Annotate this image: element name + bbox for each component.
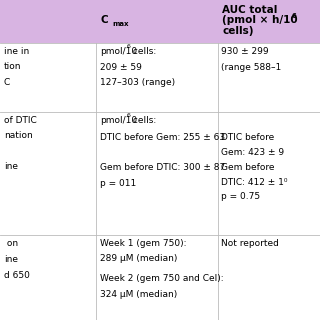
Text: Gem before DTIC: 300 ± 87: Gem before DTIC: 300 ± 87 <box>100 163 225 172</box>
Text: (pmol × h/10: (pmol × h/10 <box>222 15 298 25</box>
Text: DTIC before Gem: 255 ± 63: DTIC before Gem: 255 ± 63 <box>100 133 225 142</box>
Text: Week 1 (gem 750):: Week 1 (gem 750): <box>100 239 186 248</box>
Text: DTIC before: DTIC before <box>221 133 275 142</box>
Text: 930 ± 299: 930 ± 299 <box>221 47 269 56</box>
Text: 6: 6 <box>292 13 297 19</box>
Text: p = 0.75: p = 0.75 <box>221 192 260 201</box>
Text: ine: ine <box>4 162 18 171</box>
Text: 6: 6 <box>126 44 130 49</box>
Text: p = 011: p = 011 <box>100 179 136 188</box>
Text: (range 588–1: (range 588–1 <box>221 63 282 72</box>
Bar <box>0 0 320 43</box>
Text: 209 ± 59: 209 ± 59 <box>100 63 142 72</box>
Text: cells): cells) <box>222 26 254 36</box>
Text: 289 μM (median): 289 μM (median) <box>100 254 177 263</box>
Text: pmol/10: pmol/10 <box>100 47 137 56</box>
Text: cells:: cells: <box>130 47 156 56</box>
Bar <box>0 235 320 320</box>
Text: nation: nation <box>4 131 33 140</box>
Text: tion: tion <box>4 62 21 71</box>
Bar <box>0 112 320 235</box>
Text: max: max <box>113 21 129 27</box>
Text: on: on <box>4 239 18 248</box>
Text: AUC total: AUC total <box>222 5 278 15</box>
Text: 324 μM (median): 324 μM (median) <box>100 290 177 299</box>
Text: Gem before: Gem before <box>221 163 275 172</box>
Bar <box>0 43 320 112</box>
Text: pmol/10: pmol/10 <box>100 116 137 125</box>
Text: 127–303 (range): 127–303 (range) <box>100 78 175 87</box>
Text: Not reported: Not reported <box>221 239 279 248</box>
Text: DTIC: 412 ± 1⁰: DTIC: 412 ± 1⁰ <box>221 178 288 187</box>
Text: Week 2 (gem 750 and Cel):: Week 2 (gem 750 and Cel): <box>100 274 223 283</box>
Text: ine: ine <box>4 255 18 264</box>
Text: C: C <box>101 15 108 25</box>
Text: ine in: ine in <box>4 47 29 56</box>
Text: 6: 6 <box>126 113 130 118</box>
Text: of DTIC: of DTIC <box>4 116 36 125</box>
Text: Gem: 423 ± 9: Gem: 423 ± 9 <box>221 148 284 157</box>
Text: C: C <box>4 78 10 87</box>
Text: d 650: d 650 <box>4 271 30 280</box>
Text: cells:: cells: <box>130 116 156 125</box>
